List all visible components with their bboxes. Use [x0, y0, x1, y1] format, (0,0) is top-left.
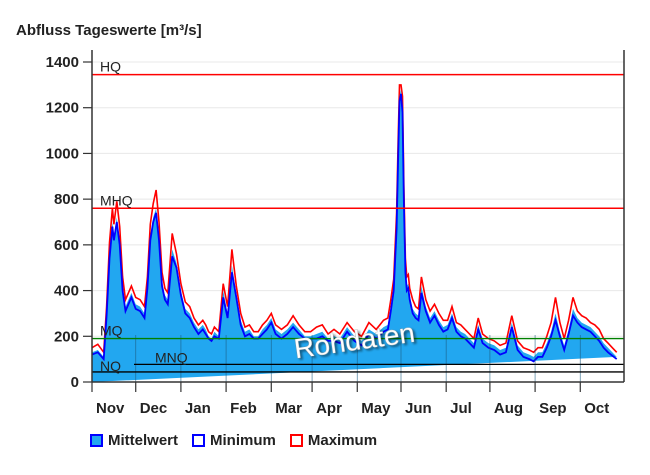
legend-item-mittelwert: Mittelwert — [90, 432, 178, 449]
maximum-swatch-icon — [289, 434, 303, 447]
nq-label: NQ — [100, 358, 121, 374]
month-label: Sep — [539, 400, 567, 417]
y-tick-label: 1000 — [46, 145, 79, 162]
y-tick-label: 600 — [54, 237, 79, 254]
legend-item-maximum: Maximum — [289, 432, 378, 449]
mittelwert-area — [92, 89, 617, 383]
legend-item-minimum: Minimum — [192, 432, 276, 449]
month-label: Apr — [316, 400, 342, 417]
hq-label: HQ — [100, 59, 121, 75]
mnq-label: MNQ — [155, 349, 188, 365]
y-tick-label: 400 — [54, 283, 79, 300]
mittelwert-swatch-icon — [90, 434, 103, 447]
reference-lines: HQ MHQ MQ MNQ NQ — [92, 59, 624, 382]
month-label: May — [361, 400, 391, 417]
minimum-line — [91, 93, 618, 363]
month-label: Nov — [96, 400, 125, 417]
legend-label: Minimum — [210, 432, 276, 449]
legend-label: Maximum — [307, 432, 378, 449]
y-tick-label: 800 — [54, 191, 79, 208]
mq-label: MQ — [100, 323, 123, 339]
y-tick-label: 0 — [71, 374, 79, 391]
month-label: Jan — [185, 400, 211, 417]
data-series — [91, 84, 618, 383]
legend: Mittelwert Minimum Maximum — [90, 432, 377, 449]
month-label: Feb — [230, 400, 257, 417]
month-label: Dec — [140, 400, 168, 417]
mhq-label: MHQ — [100, 192, 133, 208]
y-tick-label: 200 — [54, 328, 79, 345]
legend-label: Mittelwert — [108, 432, 179, 449]
month-label: Mar — [275, 400, 302, 417]
minimum-swatch-icon — [192, 434, 206, 447]
chart-title: Abfluss Tageswerte [m³/s] — [16, 22, 202, 39]
maximum-line — [91, 84, 618, 355]
month-label: Oct — [584, 400, 609, 417]
y-tick-label: 1400 — [46, 54, 79, 71]
axes: 0 200 400 600 800 1000 1200 1400 Nov Dec Jan Feb Mar… — [46, 50, 625, 417]
month-label: Jul — [450, 400, 472, 417]
month-label: Jun — [405, 400, 432, 417]
month-label: Aug — [494, 400, 523, 417]
y-tick-label: 1200 — [46, 100, 79, 117]
